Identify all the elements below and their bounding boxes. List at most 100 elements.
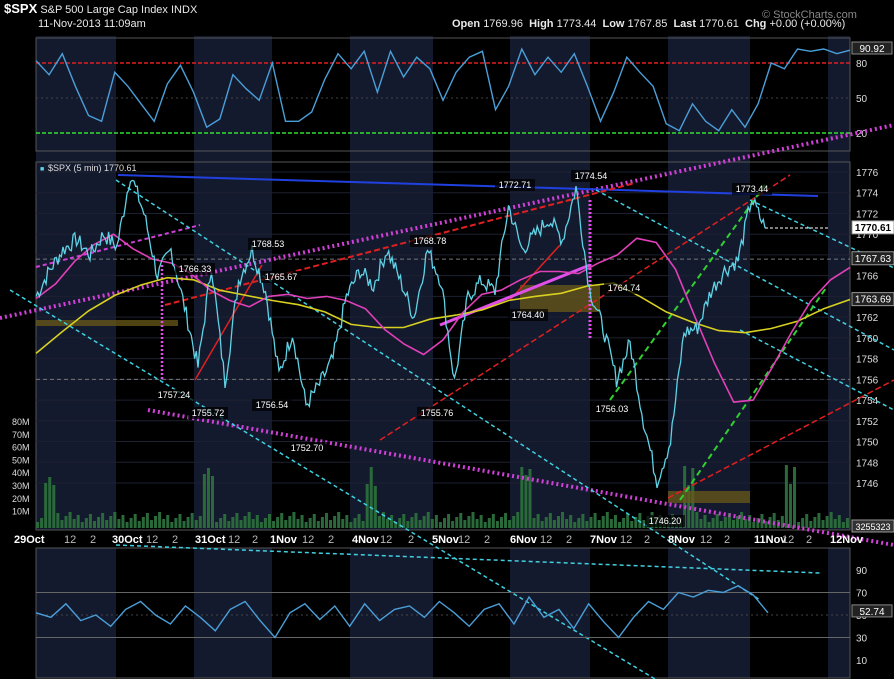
price-tag: 1763.69 — [855, 295, 892, 306]
x-tick-label: 1Nov — [270, 534, 298, 546]
volume-bar — [259, 522, 263, 528]
volume-bar — [162, 519, 166, 528]
volume-bar — [341, 519, 345, 528]
volume-bar — [353, 518, 357, 528]
volume-tick-label: 50M — [12, 455, 30, 465]
volume-bar — [194, 520, 198, 528]
price-annotation-bg — [571, 170, 611, 182]
volume-bar — [565, 519, 569, 528]
volume-bar — [125, 522, 129, 528]
volume-bar — [687, 485, 691, 528]
volume-bar — [512, 516, 516, 528]
volume-bar — [267, 514, 271, 528]
volume-bar — [44, 483, 48, 528]
red-lower-trendline — [667, 379, 894, 499]
x-tick-label: 12 — [620, 534, 632, 546]
volume-bar — [68, 512, 72, 528]
x-tick-label: 12 — [380, 534, 392, 546]
volume-bar — [479, 515, 483, 528]
green-channel-2 — [679, 287, 827, 501]
session-band — [194, 548, 272, 678]
upper-indicator-line — [35, 47, 851, 132]
volume-bar — [308, 518, 312, 528]
support-zone — [520, 285, 600, 312]
volume-bar — [443, 518, 446, 528]
price-annotation: 1764.74 — [608, 283, 641, 293]
volume-bar — [154, 516, 158, 528]
volume-bar — [390, 515, 394, 528]
volume-bar — [508, 520, 512, 528]
volume-bar — [215, 522, 219, 528]
price-tick-label: 1762 — [856, 313, 879, 324]
x-tick-label: 7Nov — [590, 534, 618, 546]
volume-bar — [422, 516, 426, 528]
volume-bar — [377, 516, 381, 528]
volume-bar — [36, 522, 39, 528]
x-tick-label: 2 — [806, 534, 812, 546]
session-band — [668, 548, 750, 678]
volume-bar — [40, 518, 44, 528]
price-annotation: 1772.71 — [499, 180, 532, 190]
volume-bar — [731, 520, 735, 528]
volume-bar — [272, 521, 276, 528]
volume-bar — [64, 516, 68, 528]
volume-bar — [829, 512, 833, 528]
volume-bar — [467, 516, 471, 528]
volume-bar — [475, 519, 479, 528]
volume-tick-label: 40M — [12, 468, 30, 478]
volume-bar — [618, 522, 622, 528]
volume-bar — [707, 522, 711, 528]
volume-bar — [459, 513, 463, 528]
volume-bar — [756, 518, 760, 528]
price-annotation: 1774.54 — [575, 171, 608, 181]
slow-moving-average — [35, 276, 851, 355]
price-tag: 1770.61 — [855, 223, 892, 234]
magenta-lower-trendline — [147, 408, 894, 547]
volume-bar — [329, 520, 333, 528]
session-band — [194, 36, 272, 530]
price-annotation-bg — [645, 515, 685, 527]
price-tick-label: 1754 — [856, 396, 879, 407]
volume-bar — [780, 516, 784, 528]
volume-bar — [703, 515, 707, 528]
price-annotation-bg — [495, 179, 535, 191]
volume-bar — [430, 519, 434, 528]
volume-bar — [235, 513, 239, 528]
x-tick-label: 12 — [302, 534, 314, 546]
volume-bar — [166, 515, 170, 528]
volume-bar — [532, 518, 536, 528]
price-tick-label: 1776 — [856, 168, 879, 179]
session-band — [510, 36, 590, 530]
volume-bar — [719, 521, 723, 528]
x-tick-label: 2 — [90, 534, 96, 546]
volume-bar — [524, 475, 528, 528]
volume-bar — [821, 520, 825, 528]
low-label: Low — [602, 18, 625, 30]
volume-bar — [748, 515, 752, 528]
price-annotation: 1766.33 — [179, 264, 212, 274]
price-annotation: 1768.53 — [252, 239, 285, 249]
volume-bar — [141, 517, 145, 528]
price-annotation-bg — [417, 407, 457, 419]
volume-bar — [760, 514, 764, 528]
price-annotation-bg — [252, 399, 292, 411]
lower-tick-label: 10 — [856, 656, 868, 667]
watermark: © StockCharts.com — [762, 9, 857, 21]
price-annotation: 1765.67 — [265, 272, 298, 282]
price-tag-box — [851, 251, 894, 266]
volume-bar — [337, 512, 341, 528]
price-tag-box — [851, 220, 894, 235]
upper-tick-label: 80 — [856, 59, 868, 70]
volume-bar — [316, 521, 320, 528]
volume-bar — [211, 476, 215, 528]
volume-tick-label: 10M — [12, 507, 30, 517]
volume-bar — [333, 516, 337, 528]
volume-bar — [239, 520, 243, 528]
volume-bar — [711, 518, 715, 528]
high-label: High — [529, 18, 554, 30]
x-tick-label: 2 — [408, 534, 414, 546]
volume-bar — [577, 518, 581, 528]
volume-bar — [101, 513, 105, 528]
volume-bar — [837, 515, 841, 528]
